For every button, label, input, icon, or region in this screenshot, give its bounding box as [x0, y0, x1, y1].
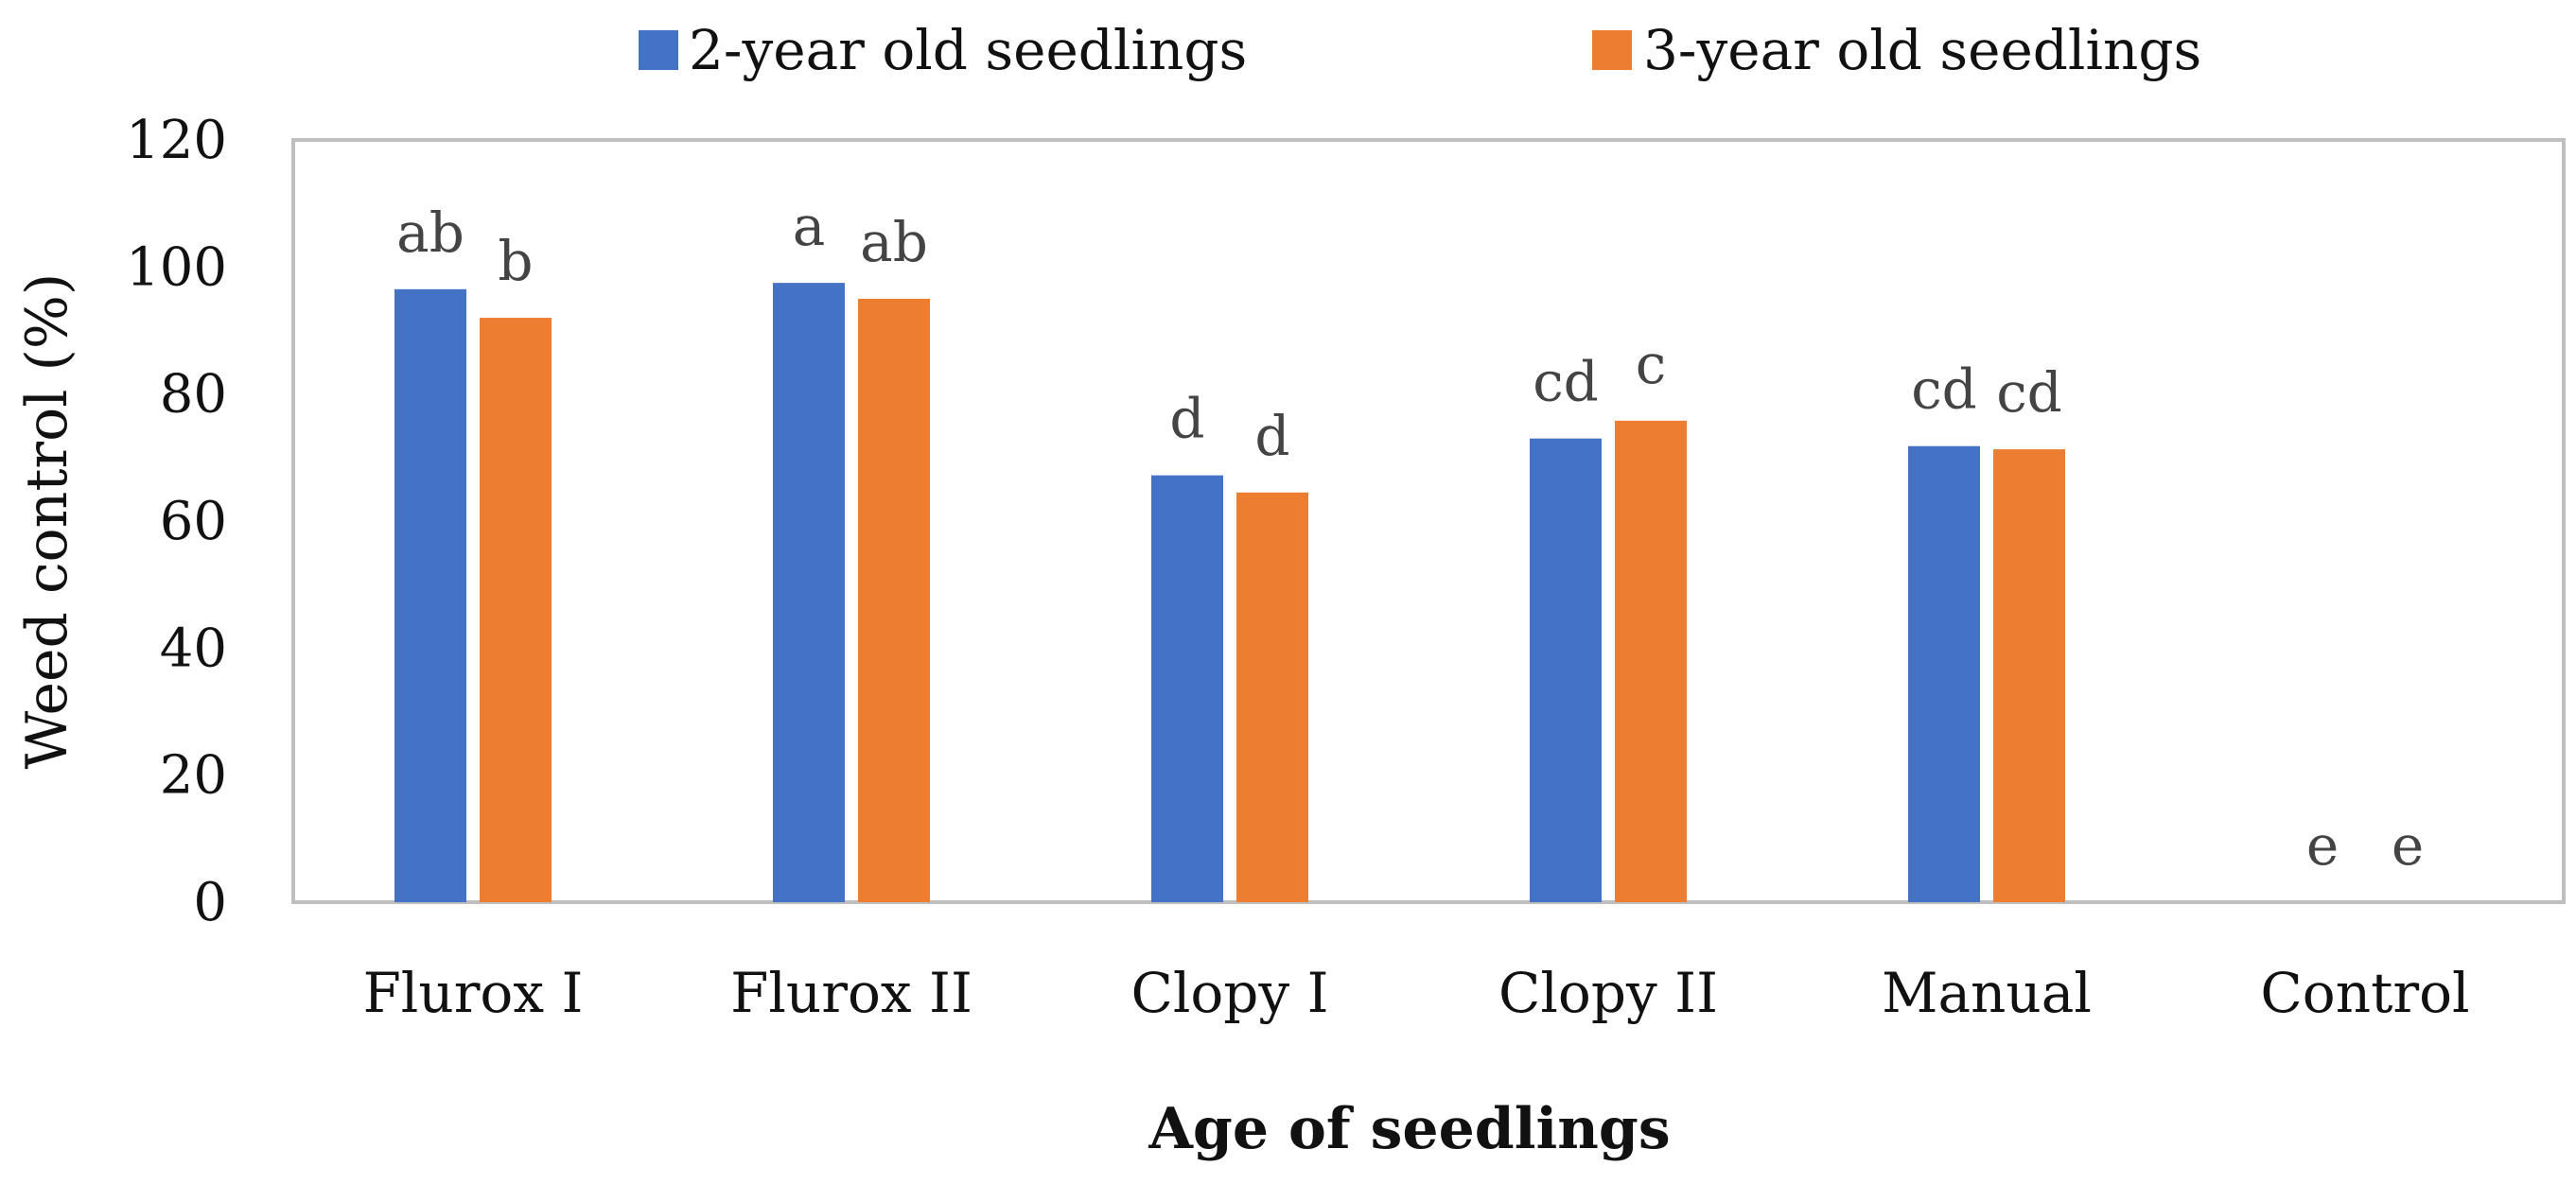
- bars: [394, 283, 2065, 903]
- bar-3-year-flurox-i: [480, 318, 552, 903]
- significance-label: c: [1636, 332, 1666, 396]
- y-tick-label: 0: [193, 872, 227, 933]
- legend-swatch-2-year: [639, 30, 678, 70]
- bar-3-year-clopy-ii: [1615, 420, 1687, 902]
- bar-2-year-manual: [1908, 445, 1980, 902]
- x-tick-label: Control: [2260, 961, 2469, 1025]
- bar-3-year-clopy-i: [1236, 492, 1308, 902]
- x-tick-label: Clopy I: [1130, 961, 1328, 1025]
- bar-3-year-manual: [1993, 449, 2065, 902]
- significance-label: b: [498, 229, 533, 293]
- bar-2-year-flurox-ii: [773, 283, 845, 902]
- y-axis-ticks: 0 20 40 60 80 100 120: [126, 110, 227, 933]
- y-tick-label: 60: [160, 491, 227, 552]
- significance-label: ab: [860, 210, 928, 274]
- x-tick-label: Clopy II: [1498, 961, 1718, 1025]
- x-axis-label: Age of seedlings: [1148, 1096, 1670, 1162]
- bar-2-year-flurox-i: [394, 288, 466, 902]
- legend-label-2-year: 2-year old seedlings: [689, 18, 1247, 82]
- y-axis-label: Weed control (%): [14, 273, 80, 770]
- significance-label: cd: [1533, 350, 1599, 414]
- significance-label: cd: [1996, 360, 2062, 425]
- x-axis-ticks: Flurox I Flurox II Clopy I Clopy II Manual Co…: [363, 961, 2470, 1025]
- bar-3-year-flurox-ii: [858, 298, 930, 903]
- significance-label: a: [793, 194, 826, 258]
- y-tick-label: 80: [160, 364, 227, 426]
- significance-label: d: [1169, 387, 1204, 451]
- legend-label-3-year: 3-year old seedlings: [1643, 18, 2201, 82]
- significance-label: e: [2392, 813, 2424, 878]
- significance-label: e: [2306, 813, 2339, 878]
- plot-frame: [291, 138, 2566, 904]
- significance-label: ab: [396, 200, 464, 265]
- y-tick-label: 20: [160, 745, 227, 807]
- bar-2-year-clopy-ii: [1530, 438, 1602, 902]
- x-tick-label: Manual: [1882, 961, 2092, 1025]
- x-tick-label: Flurox II: [730, 961, 973, 1025]
- x-tick-label: Flurox I: [363, 961, 584, 1025]
- bar-2-year-clopy-i: [1151, 475, 1223, 902]
- legend-swatch-3-year: [1592, 30, 1632, 70]
- significance-label: d: [1254, 404, 1289, 468]
- significance-labels: ab ba abd dcd c cd cde e: [396, 194, 2424, 878]
- legend: 2-year old seedlings 3-year old seedling…: [639, 18, 2201, 82]
- y-tick-label: 120: [126, 110, 227, 171]
- y-tick-label: 100: [126, 236, 227, 298]
- y-tick-label: 40: [160, 618, 227, 679]
- significance-label: cd: [1911, 357, 1977, 422]
